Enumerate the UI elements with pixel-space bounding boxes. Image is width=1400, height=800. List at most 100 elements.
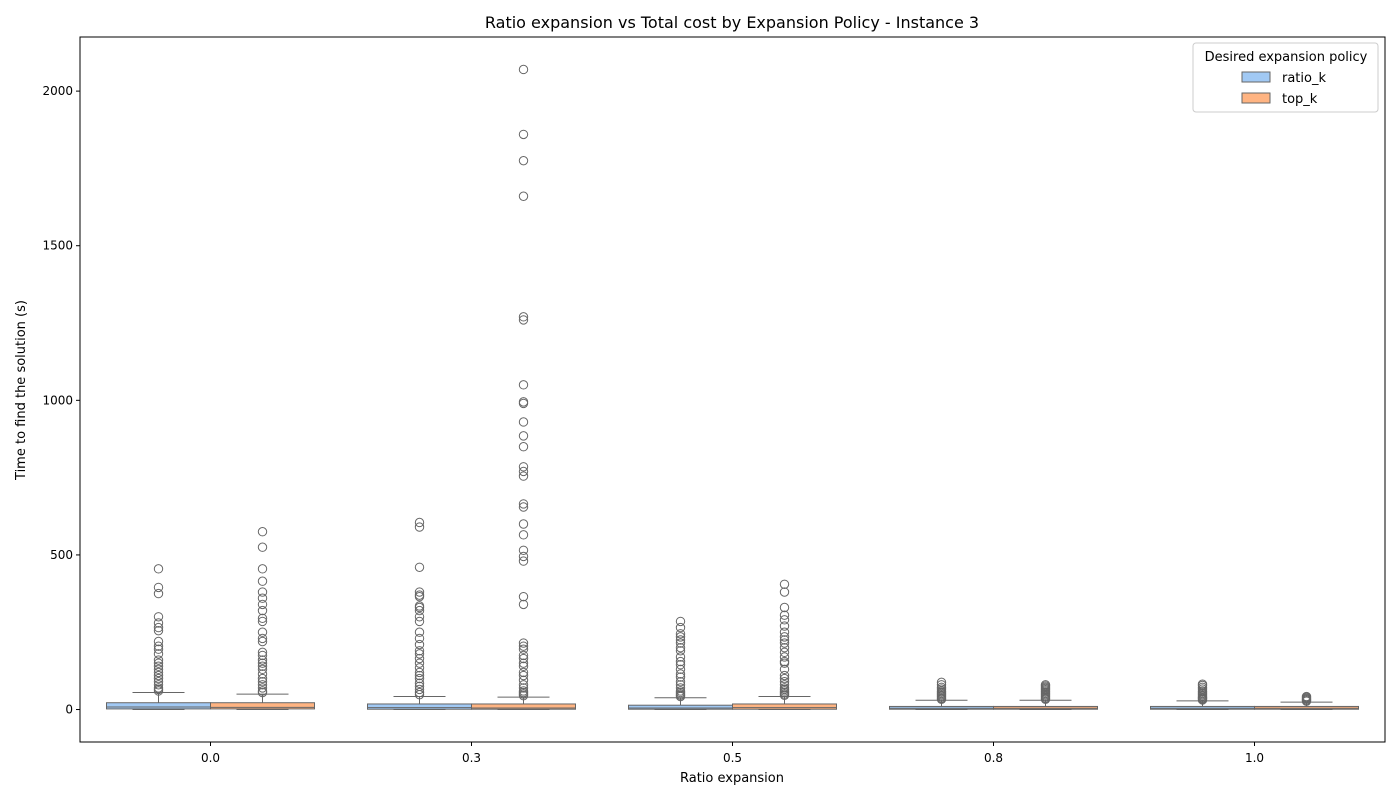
outlier-point xyxy=(414,670,425,681)
outlier-point xyxy=(936,682,947,692)
outlier-point xyxy=(257,576,268,586)
outlier-point xyxy=(675,664,686,675)
outlier-point xyxy=(779,670,790,681)
outlier-point xyxy=(675,635,686,645)
outlier-point xyxy=(414,663,425,673)
outlier-point xyxy=(153,582,164,593)
box-ratio-k-2 xyxy=(628,616,733,711)
outlier-point xyxy=(779,642,790,653)
outlier-point xyxy=(153,622,164,633)
outlier-point xyxy=(518,397,529,407)
outlier-point xyxy=(153,677,164,687)
outlier-point xyxy=(257,542,268,552)
outlier-point xyxy=(518,380,529,390)
outlier-point xyxy=(779,677,790,687)
box-top-k-3 xyxy=(993,680,1098,711)
box-top-k-1 xyxy=(471,64,576,711)
outlier-point xyxy=(518,315,529,325)
outlier-point xyxy=(414,616,425,627)
outlier-point xyxy=(153,658,164,668)
series-ratio-k xyxy=(106,517,1255,711)
outlier-point xyxy=(153,636,164,647)
legend-label-ratio-k: ratio_k xyxy=(1282,71,1326,86)
outlier-point xyxy=(257,605,268,616)
outlier-point xyxy=(257,616,268,627)
outlier-point xyxy=(257,661,268,671)
legend-swatch-ratio-k xyxy=(1241,71,1271,83)
legend-swatch-top-k xyxy=(1241,92,1271,104)
outlier-point xyxy=(518,462,529,472)
outlier-point xyxy=(257,683,268,693)
outlier-point xyxy=(257,527,268,537)
outlier-point xyxy=(257,677,268,687)
outlier-point xyxy=(153,641,164,651)
iqr-box xyxy=(106,702,211,710)
outlier-point xyxy=(257,686,268,696)
x-tick-label: 0.0 xyxy=(201,751,220,765)
outlier-point xyxy=(675,672,686,682)
outlier-point xyxy=(414,678,425,688)
outlier-point xyxy=(779,610,790,620)
outlier-point xyxy=(257,655,268,665)
outlier-point xyxy=(153,644,164,654)
outlier-point xyxy=(518,417,529,427)
outlier-point xyxy=(518,502,529,512)
outlier-point xyxy=(518,680,529,690)
outlier-point xyxy=(518,599,529,610)
legend-title: Desired expansion policy xyxy=(1205,50,1368,65)
outlier-point xyxy=(257,593,268,603)
x-tick-label: 1.0 xyxy=(1245,751,1264,765)
outlier-point xyxy=(675,669,686,679)
outlier-point xyxy=(257,627,268,637)
axes-frame xyxy=(79,36,1386,743)
outlier-point xyxy=(1040,680,1051,690)
outlier-point xyxy=(257,647,268,658)
legend-frame xyxy=(1192,42,1379,113)
outlier-point xyxy=(153,588,164,599)
outlier-point xyxy=(675,677,686,687)
box-top-k-4 xyxy=(1254,691,1359,711)
outlier-point xyxy=(257,673,268,684)
outlier-point xyxy=(257,658,268,668)
y-tick-label: 1000 xyxy=(42,393,73,407)
outlier-point xyxy=(779,638,790,648)
outlier-point xyxy=(518,530,529,540)
outlier-point xyxy=(414,646,425,656)
outlier-point xyxy=(675,656,686,667)
outlier-point xyxy=(675,686,686,696)
outlier-point xyxy=(153,618,164,628)
y-axis-label: Time to find the solution (s) xyxy=(14,300,29,481)
outlier-point xyxy=(153,664,164,675)
outlier-point xyxy=(518,551,529,562)
outlier-point xyxy=(675,638,686,648)
outlier-point xyxy=(779,680,790,690)
outlier-point xyxy=(414,522,425,532)
outlier-point xyxy=(675,622,686,633)
outlier-point xyxy=(153,670,164,681)
outlier-point xyxy=(518,155,529,166)
iqr-box xyxy=(628,704,733,710)
outlier-point xyxy=(257,564,268,574)
y-tick-label: 2000 xyxy=(42,84,73,98)
outlier-point xyxy=(779,579,790,590)
outlier-point xyxy=(779,627,790,637)
outlier-point xyxy=(779,656,790,667)
outlier-point xyxy=(414,658,425,668)
outlier-point xyxy=(518,519,529,529)
outlier-point xyxy=(779,652,790,662)
outlier-point xyxy=(779,587,790,597)
outlier-point xyxy=(518,683,529,693)
outlier-point xyxy=(675,659,686,670)
outlier-point xyxy=(518,667,529,678)
outlier-point xyxy=(779,615,790,625)
x-axis-label: Ratio expansion xyxy=(680,771,784,786)
outlier-point xyxy=(153,680,164,690)
outlier-point xyxy=(257,636,268,647)
outlier-point xyxy=(414,633,425,644)
outlier-point xyxy=(414,590,425,600)
x-tick-label: 0.5 xyxy=(723,751,742,765)
outlier-point xyxy=(414,653,425,664)
outlier-point xyxy=(518,499,529,509)
outlier-point xyxy=(414,612,425,622)
